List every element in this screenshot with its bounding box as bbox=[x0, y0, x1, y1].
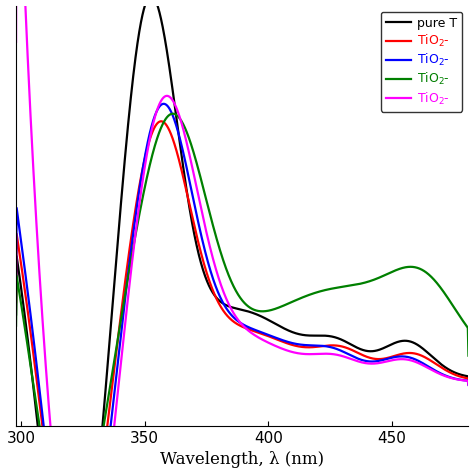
X-axis label: Wavelength, λ (nm): Wavelength, λ (nm) bbox=[160, 451, 324, 468]
TiO$_2$- bbox=[408, 355, 414, 361]
TiO$_2$- bbox=[170, 111, 176, 117]
pure T bbox=[13, 312, 19, 318]
TiO$_2$- bbox=[465, 382, 471, 388]
TiO$_2$- bbox=[457, 374, 463, 379]
TiO$_2$- bbox=[13, 323, 19, 328]
TiO$_2$- bbox=[207, 264, 212, 270]
TiO$_2$- bbox=[408, 350, 414, 356]
TiO$_2$- bbox=[187, 154, 192, 159]
TiO$_2$- bbox=[408, 357, 414, 363]
TiO$_2$- bbox=[457, 377, 463, 383]
TiO$_2$- bbox=[207, 242, 212, 248]
TiO$_2$- bbox=[13, 285, 19, 291]
TiO$_2$- bbox=[158, 118, 164, 124]
Legend: pure T, TiO$_2$-, TiO$_2$-, TiO$_2$-, TiO$_2$-: pure T, TiO$_2$-, TiO$_2$-, TiO$_2$-, Ti… bbox=[381, 12, 462, 112]
Line: TiO$_2$-: TiO$_2$- bbox=[16, 104, 468, 474]
pure T bbox=[457, 372, 463, 377]
TiO$_2$- bbox=[457, 313, 463, 319]
TiO$_2$- bbox=[408, 264, 414, 270]
TiO$_2$- bbox=[465, 382, 471, 388]
TiO$_2$- bbox=[207, 209, 212, 215]
TiO$_2$- bbox=[187, 180, 192, 185]
Line: TiO$_2$-: TiO$_2$- bbox=[16, 114, 468, 474]
Line: TiO$_2$-: TiO$_2$- bbox=[16, 0, 468, 474]
TiO$_2$- bbox=[457, 377, 463, 383]
TiO$_2$- bbox=[465, 381, 471, 386]
Line: TiO$_2$-: TiO$_2$- bbox=[16, 121, 468, 474]
TiO$_2$- bbox=[13, 299, 19, 305]
TiO$_2$- bbox=[13, 39, 19, 45]
Line: pure T: pure T bbox=[16, 0, 468, 474]
TiO$_2$- bbox=[207, 278, 212, 284]
TiO$_2$- bbox=[465, 353, 471, 358]
pure T bbox=[465, 380, 471, 385]
TiO$_2$- bbox=[161, 101, 166, 107]
pure T bbox=[187, 207, 192, 213]
TiO$_2$- bbox=[187, 137, 192, 143]
pure T bbox=[408, 339, 414, 345]
TiO$_2$- bbox=[187, 203, 192, 209]
pure T bbox=[207, 284, 212, 290]
